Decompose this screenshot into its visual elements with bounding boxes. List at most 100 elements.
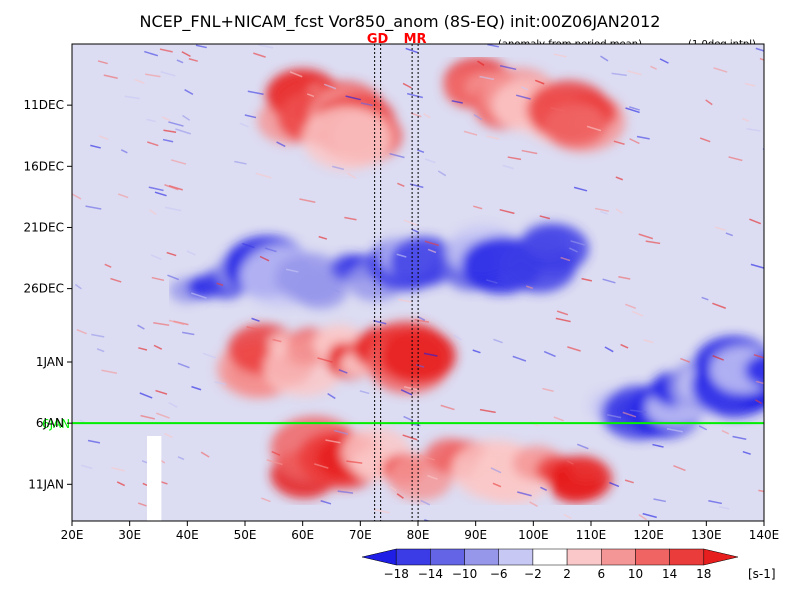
contour-texture [521,149,538,155]
contour-texture [147,141,159,147]
contour-texture [499,65,517,71]
contour-texture [526,285,534,290]
contour-texture [402,434,418,441]
contour-texture [146,118,156,123]
contour-texture [234,160,247,165]
contour-texture [344,216,357,221]
marker-label-mr: MR [404,32,427,47]
contour-texture [725,232,733,237]
contour-texture [186,250,196,256]
contour-texture [625,303,637,309]
contour-texture [111,466,125,472]
contour-texture [255,172,272,179]
contour-texture [182,331,195,336]
contour-texture [602,278,616,284]
colorbar-tick-label: 14 [662,567,677,581]
contour-texture [613,140,625,145]
contour-texture [110,277,122,283]
contour-texture [600,55,609,62]
contour-texture [568,247,578,253]
contour-texture [164,432,173,439]
contour-texture [374,509,390,514]
anomaly-blob [379,328,457,384]
contour-texture [631,310,644,317]
contour-texture [168,121,184,127]
x-tick-label: 30E [118,528,141,542]
contour-texture [153,322,170,326]
contour-texture [698,425,708,431]
y-tick-label: 11JAN [28,477,64,491]
contour-texture [744,82,756,87]
x-tick-label: 60E [291,528,314,542]
contour-texture [630,409,647,413]
contour-texture [137,502,147,507]
contour-texture [611,72,627,77]
contour-texture [338,369,348,374]
y-tick-label: 6JAN [36,416,64,430]
contour-texture [437,170,447,177]
contour-texture [666,428,683,433]
x-tick-label: 120E [633,528,664,542]
contour-texture [159,48,173,53]
contour-texture [615,208,623,214]
x-tick-label: 110E [576,528,607,542]
anomaly-blob [569,109,604,134]
colorbar-segment [635,548,670,566]
contour-texture [615,176,624,181]
contour-texture [72,193,82,200]
colorbar-segment [669,548,705,566]
contour-texture [553,416,564,422]
contour-texture [405,47,418,54]
contour-texture [239,122,249,128]
contour-texture [609,481,620,488]
contour-texture [539,215,551,220]
contour-texture [581,277,593,282]
contour-texture [463,130,478,136]
contour-texture [403,415,414,422]
contour-texture [490,467,502,474]
colorbar-segment [430,548,465,566]
contour-texture [327,393,336,400]
x-tick-label: 70E [349,528,372,542]
contour-texture [627,70,642,76]
contour-texture [150,254,162,261]
contour-texture [330,287,340,294]
contour-texture [758,489,764,493]
contour-texture [165,206,182,212]
contour-texture [712,302,727,309]
contour-texture [424,158,436,164]
contour-texture [76,329,87,335]
contour-texture [85,205,102,210]
contour-texture [345,95,362,101]
contour-texture [705,99,713,106]
contour-texture [756,380,764,385]
contour-texture [149,209,157,216]
contour-texture [543,350,556,358]
anomaly-blob [547,455,613,502]
contour-texture [620,343,629,349]
contour-texture [746,128,761,132]
colorbar-tick-label: −18 [384,567,409,581]
contour-texture [396,493,404,499]
contour-texture [673,464,686,472]
contour-texture [151,276,165,282]
contour-texture [642,512,657,519]
y-tick-label: 11DEC [24,98,64,112]
anomaly-blob [709,346,764,394]
contour-texture [708,500,722,505]
contour-texture [138,347,148,351]
contour-texture [177,456,185,461]
contour-texture [124,95,140,100]
contour-texture [162,138,174,143]
contour-texture [415,364,425,368]
contour-texture [325,439,341,444]
contour-texture [402,82,412,89]
contour-texture [177,362,190,369]
contour-texture [155,389,168,395]
contour-texture [534,79,545,85]
contour-texture [154,191,167,197]
contour-texture [260,497,271,503]
contour-texture [507,156,522,161]
x-tick-label: 140E [749,528,780,542]
contour-texture [650,65,657,70]
